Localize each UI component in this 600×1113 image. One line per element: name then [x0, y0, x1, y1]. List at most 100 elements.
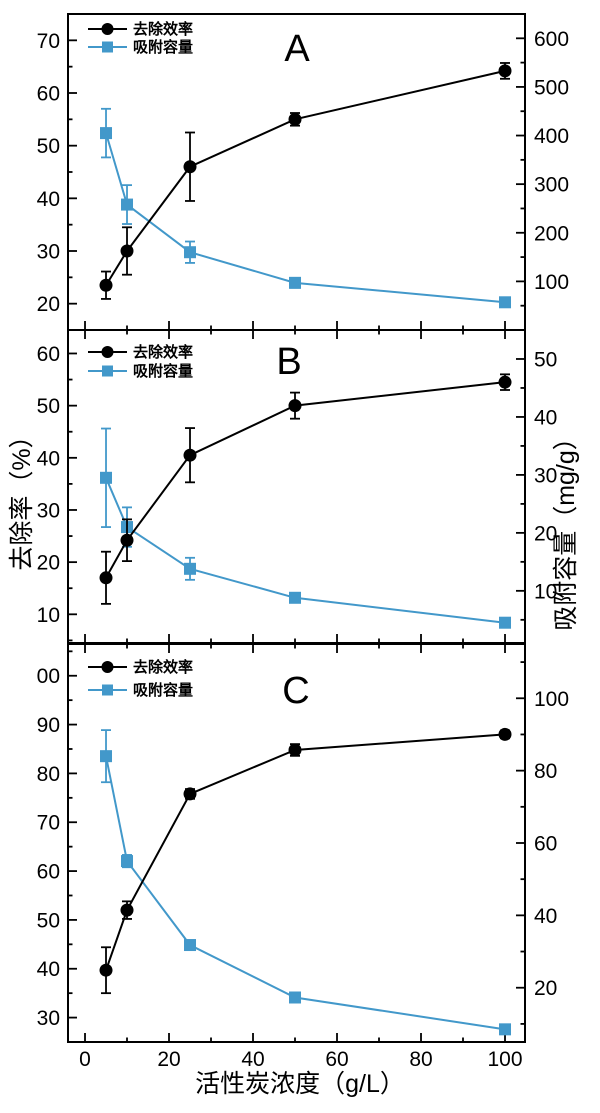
x-tick-label: 100 — [487, 1048, 522, 1071]
data-point-marker — [499, 616, 512, 629]
left-tick-label: 00 — [37, 665, 60, 688]
x-tick-label: 20 — [157, 1048, 180, 1071]
data-point-marker — [99, 571, 113, 585]
left-tick-label: 40 — [37, 447, 60, 470]
data-point-marker — [100, 471, 113, 484]
data-point-marker — [288, 743, 302, 757]
left-tick-label: 80 — [37, 763, 60, 786]
left-axis-title: 去除率（%） — [8, 423, 36, 570]
legend-label: 吸附容量 — [133, 38, 193, 56]
data-point-marker — [498, 727, 512, 741]
series-removal — [99, 727, 512, 995]
data-point-marker — [121, 198, 134, 211]
right-tick-label: 600 — [534, 28, 569, 51]
left-tick-label: 50 — [37, 909, 60, 932]
legend-square-marker-icon — [102, 684, 113, 696]
x-axis-title: 活性炭浓度（g/L） — [195, 1070, 405, 1098]
left-tick-label: 20 — [37, 293, 60, 316]
data-point-marker — [498, 64, 512, 78]
series-removal — [99, 373, 512, 605]
data-point-marker — [99, 963, 113, 977]
data-point-marker — [100, 750, 113, 763]
data-point-marker — [100, 127, 113, 140]
right-tick-label: 200 — [534, 222, 569, 245]
data-point-marker — [499, 296, 512, 309]
right-tick-label: 20 — [534, 977, 557, 1000]
x-tick-label: 0 — [79, 1048, 91, 1071]
data-point-marker — [183, 160, 197, 174]
data-point-marker — [184, 939, 197, 952]
right-tick-label: 300 — [534, 174, 569, 197]
legend-circle-marker-icon — [101, 346, 114, 358]
right-tick-label: 80 — [534, 760, 557, 783]
series-capacity — [100, 427, 512, 629]
right-tick-label: 40 — [534, 905, 557, 928]
panel-c: 30 40 50 60 70 80 90 00 20 40 60 80 100 0 20 40 60 80 100 C… — [37, 643, 569, 1071]
right-tick-label: 20 — [534, 522, 557, 545]
data-point-marker — [120, 903, 134, 917]
right-tick-label: 100 — [534, 271, 569, 294]
left-tick-label: 50 — [37, 135, 60, 158]
data-point-marker — [499, 1023, 512, 1036]
legend-label: 去除效率 — [133, 343, 193, 361]
left-tick-label: 30 — [37, 499, 60, 522]
right-tick-label: 60 — [534, 833, 557, 856]
x-tick-label: 40 — [241, 1048, 264, 1071]
data-point-marker — [121, 855, 134, 868]
data-point-marker — [498, 375, 512, 389]
left-tick-label: 50 — [37, 395, 60, 418]
legend-label: 去除效率 — [133, 20, 193, 38]
data-point-marker — [288, 112, 302, 126]
data-point-marker — [183, 787, 197, 801]
series-capacity — [100, 107, 512, 309]
legend-entry-capacity: 吸附容量 — [88, 362, 193, 380]
right-tick-label: 40 — [534, 406, 557, 429]
right-tick-label: 100 — [534, 688, 569, 711]
x-tick-label: 80 — [409, 1048, 432, 1071]
series-capacity — [100, 729, 512, 1036]
data-point-marker — [289, 591, 302, 604]
legend-square-marker-icon — [102, 365, 113, 377]
right-tick-label: 500 — [534, 76, 569, 99]
left-tick-label: 40 — [37, 958, 60, 981]
legend-label: 吸附容量 — [133, 362, 193, 380]
left-tick-label: 40 — [37, 188, 60, 211]
panel-label: A — [284, 28, 310, 70]
legend-square-marker-icon — [102, 41, 113, 53]
left-tick-label: 60 — [37, 861, 60, 884]
right-axis-title: 吸附容量（mg/g） — [552, 425, 580, 631]
left-tick-label: 60 — [37, 343, 60, 366]
left-tick-label: 10 — [37, 604, 60, 627]
x-tick-label: 60 — [325, 1048, 348, 1071]
right-tick-label: 50 — [534, 348, 557, 371]
legend-entry-removal: 去除效率 — [88, 343, 193, 361]
data-point-marker — [184, 562, 197, 575]
data-point-marker — [288, 399, 302, 413]
left-tick-label: 20 — [37, 552, 60, 575]
series-removal — [99, 62, 512, 300]
data-point-marker — [120, 244, 134, 258]
data-point-marker — [120, 533, 134, 547]
right-tick-label: 30 — [534, 464, 557, 487]
legend-label: 去除效率 — [133, 658, 193, 676]
legend-entry-capacity: 吸附容量 — [88, 681, 193, 699]
left-tick-label: 90 — [37, 714, 60, 737]
data-point-marker — [184, 246, 197, 259]
panel-label: B — [276, 341, 301, 383]
data-point-marker — [289, 276, 302, 289]
panel-label: C — [282, 670, 309, 712]
legend-entry-capacity: 吸附容量 — [88, 38, 193, 56]
left-tick-label: 30 — [37, 241, 60, 264]
left-tick-label: 70 — [37, 812, 60, 835]
data-point-marker — [99, 278, 113, 292]
data-point-marker — [183, 448, 197, 462]
right-tick-label: 400 — [534, 125, 569, 148]
left-tick-label: 70 — [37, 30, 60, 53]
left-tick-label: 30 — [37, 1007, 60, 1030]
right-tick-label: 10 — [534, 580, 557, 603]
